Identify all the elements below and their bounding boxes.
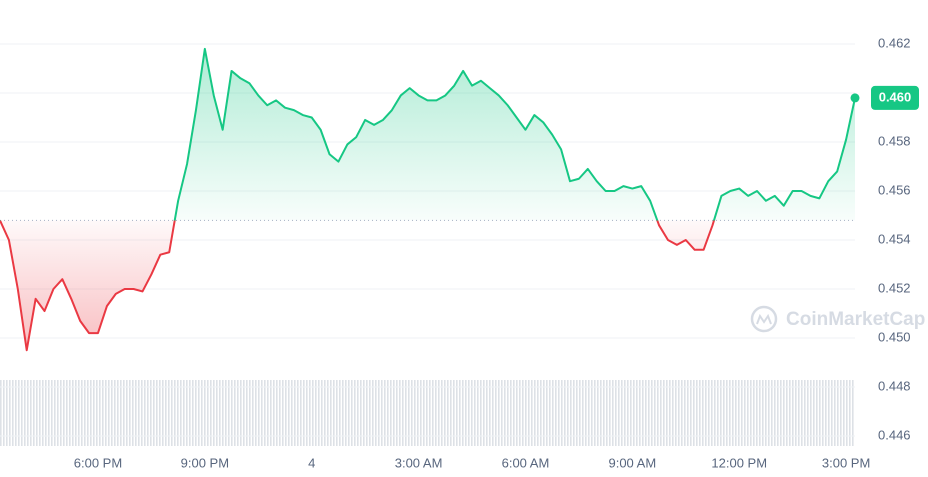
x-tick-label: 4 [308,455,315,470]
price-area [0,48,855,351]
x-tick-label: 3:00 PM [822,455,870,470]
y-tick-label: 0.450 [878,329,911,344]
x-tick-label: 6:00 AM [502,455,550,470]
y-tick-label: 0.456 [878,182,911,197]
price-tag: 0.460 [879,89,912,104]
y-tick-label: 0.446 [878,427,911,442]
x-tick-label: 9:00 AM [608,455,656,470]
y-tick-label: 0.452 [878,280,911,295]
y-tick-label: 0.454 [878,231,911,246]
last-point [850,93,860,103]
x-tick-label: 9:00 PM [181,455,229,470]
y-tick-label: 0.448 [878,378,911,393]
y-tick-label: 0.458 [878,133,911,148]
price-line [0,47,856,352]
watermark-text: CoinMarketCap [786,309,925,330]
x-tick-label: 6:00 PM [74,455,122,470]
x-tick-label: 12:00 PM [711,455,767,470]
volume-bars [0,380,855,446]
price-tag-bg [871,85,919,110]
x-tick-label: 3:00 AM [395,455,443,470]
watermark: CoinMarketCap [750,305,925,333]
y-tick-label: 0.462 [878,35,911,50]
